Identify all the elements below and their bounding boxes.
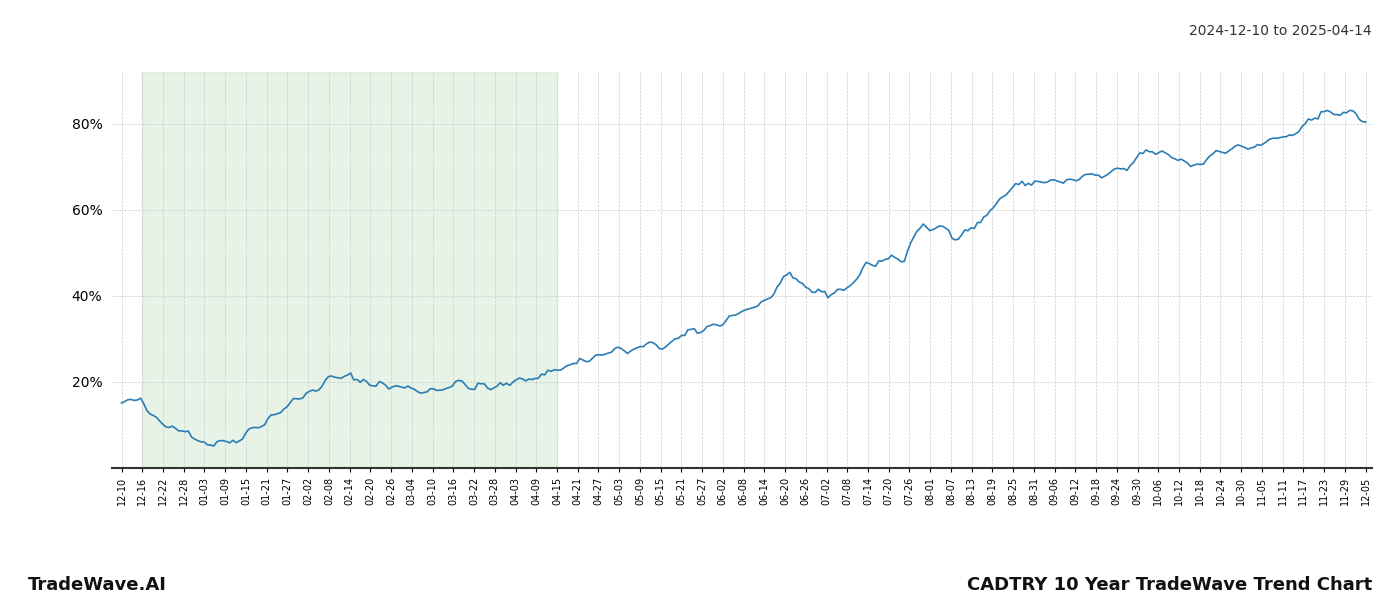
Text: TradeWave.AI: TradeWave.AI	[28, 576, 167, 594]
Text: CADTRY 10 Year TradeWave Trend Chart: CADTRY 10 Year TradeWave Trend Chart	[967, 576, 1372, 594]
Text: 2024-12-10 to 2025-04-14: 2024-12-10 to 2025-04-14	[1190, 24, 1372, 38]
Bar	[143, 72, 557, 468]
